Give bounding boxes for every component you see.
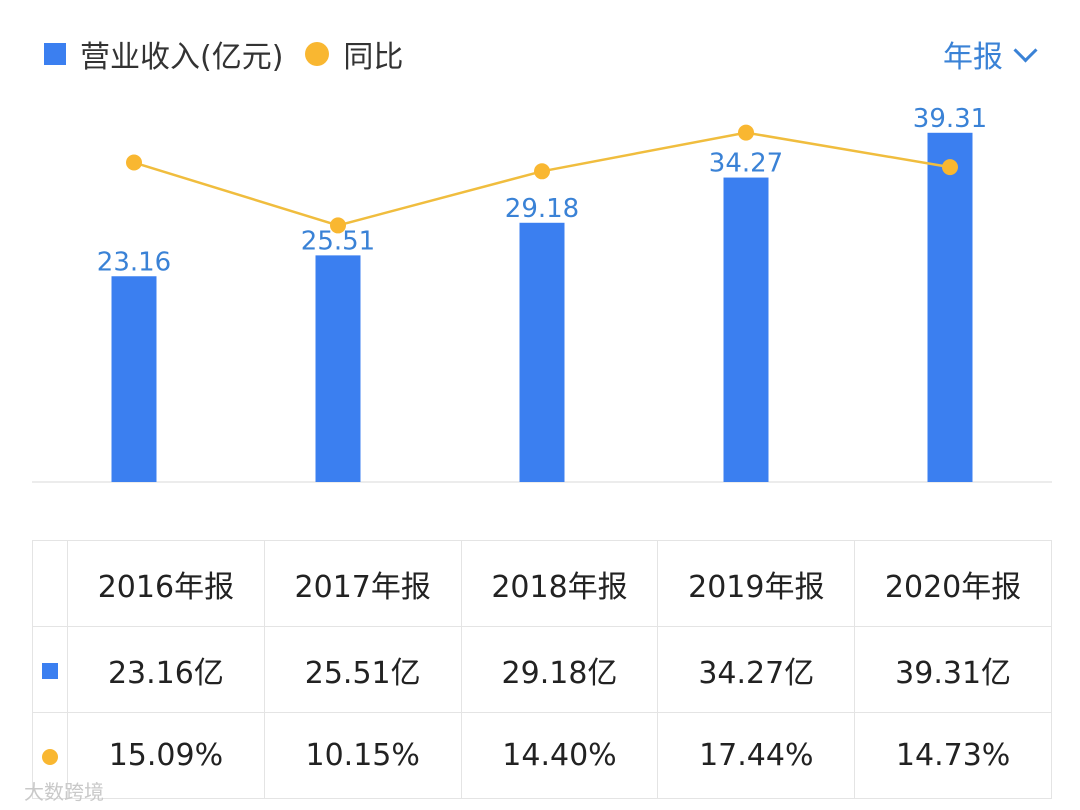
revenue-bar (111, 276, 157, 482)
data-table: 2016年报 2017年报 2018年报 2019年报 2020年报 23.16… (32, 540, 1052, 799)
revenue-cell: 39.31亿 (854, 626, 1052, 713)
table-header-cell: 2016年报 (67, 540, 265, 627)
revenue-bar (723, 177, 769, 483)
revenue-cell: 34.27亿 (657, 626, 856, 713)
revenue-bar (315, 255, 361, 482)
table-row-revenue: 23.16亿 25.51亿 29.18亿 34.27亿 39.31亿 (32, 626, 1052, 713)
bar-value-label: 34.27 (709, 149, 783, 179)
table-header-cell: 2017年报 (263, 540, 462, 627)
period-dropdown[interactable]: 年报 (943, 26, 1038, 82)
table-header-cell: 2019年报 (657, 540, 856, 627)
table-header-row: 2016年报 2017年报 2018年报 2019年报 2020年报 (32, 540, 1052, 627)
yoy-cell: 14.73% (854, 712, 1052, 799)
legend-revenue-swatch (44, 43, 66, 65)
table-row-yoy: 15.09% 10.15% 14.40% 17.44% 14.73% (32, 712, 1052, 799)
yoy-key-cell (32, 712, 68, 799)
chevron-down-icon (1013, 37, 1038, 63)
revenue-key-cell (32, 626, 68, 713)
revenue-cell: 29.18亿 (460, 626, 659, 713)
revenue-cell: 25.51亿 (263, 626, 462, 713)
bar-labels-layer: 23.16 25.51 29.18 34.27 39.31 (97, 104, 987, 277)
yoy-point (534, 163, 550, 180)
yoy-key-dot-icon (42, 749, 58, 765)
revenue-bar (519, 222, 565, 483)
yoy-cell: 10.15% (263, 712, 462, 799)
chart-legend: 营业收入(亿元) 同比 (44, 26, 403, 82)
legend-yoy-swatch (305, 42, 330, 66)
revenue-bar (927, 132, 973, 482)
revenue-cell: 23.16亿 (67, 626, 265, 713)
yoy-point (126, 154, 142, 171)
revenue-key-square-icon (42, 663, 58, 679)
yoy-line-layer (126, 124, 958, 234)
legend-yoy-label: 同比 (343, 40, 404, 75)
yoy-cell: 17.44% (657, 712, 856, 799)
chart-canvas: 23.16 25.51 29.18 34.27 39.31 (32, 104, 1052, 483)
table-header-cell: 2018年报 (460, 540, 659, 627)
yoy-point (738, 124, 754, 141)
bar-value-label: 25.51 (301, 226, 375, 256)
bar-value-label: 29.18 (505, 194, 579, 224)
yoy-point (330, 217, 346, 234)
bar-value-label: 23.16 (97, 247, 171, 277)
period-dropdown-label: 年报 (943, 40, 1003, 75)
table-corner-cell (32, 540, 68, 627)
bar-value-label: 39.31 (913, 104, 987, 134)
yoy-cell: 14.40% (460, 712, 659, 799)
watermark: 大数跨境 (24, 780, 104, 804)
yoy-point (942, 159, 958, 176)
legend-revenue-label: 营业收入(亿元) (80, 40, 284, 75)
table-header-cell: 2020年报 (854, 540, 1052, 627)
bars-layer (111, 132, 973, 483)
